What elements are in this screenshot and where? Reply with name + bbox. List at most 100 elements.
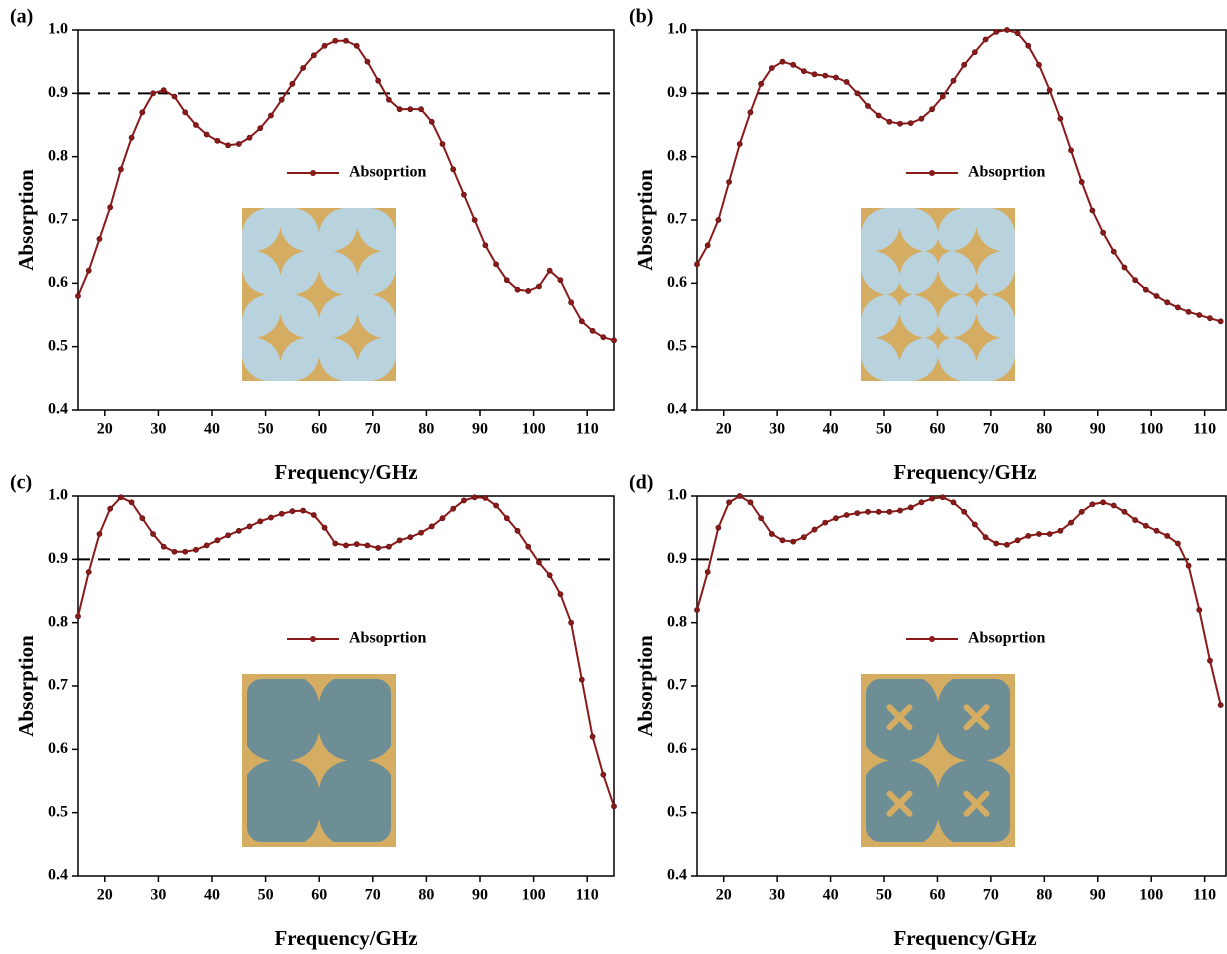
y-tick-label: 0.7 <box>48 677 68 694</box>
x-tick-label: 40 <box>204 887 220 904</box>
data-point <box>961 61 968 68</box>
x-tick-label: 70 <box>983 421 999 438</box>
x-tick-label: 110 <box>1193 421 1216 438</box>
inset-star <box>242 357 266 381</box>
data-point <box>75 293 81 299</box>
data-point <box>939 93 946 100</box>
x-tick-label: 50 <box>876 887 892 904</box>
y-tick-label: 0.6 <box>667 274 687 291</box>
data-point <box>107 505 114 512</box>
inset-star <box>372 357 396 381</box>
data-point <box>982 36 989 43</box>
y-tick-label: 0.9 <box>48 84 68 101</box>
data-point <box>747 109 754 116</box>
data-point <box>568 619 575 626</box>
data-point <box>1196 607 1203 613</box>
x-tick-label: 60 <box>311 887 327 904</box>
inset-star <box>875 313 924 362</box>
x-tick-label: 100 <box>522 887 546 904</box>
inset-star <box>991 357 1015 381</box>
inset-star <box>372 208 396 232</box>
data-point <box>557 591 564 598</box>
y-axis-title: Absorption <box>633 635 657 737</box>
data-point <box>450 505 457 512</box>
data-point <box>107 204 114 211</box>
data-point <box>1121 508 1128 515</box>
data-point <box>525 543 532 550</box>
data-point <box>1185 562 1192 569</box>
data-point <box>450 166 457 173</box>
data-point <box>503 277 510 284</box>
data-point <box>193 122 199 128</box>
inset-star <box>910 732 966 789</box>
data-point <box>1164 533 1171 539</box>
data-point <box>96 531 103 537</box>
data-point <box>418 106 424 113</box>
data-point <box>257 125 264 132</box>
legend-label: Absoprtion <box>349 164 426 181</box>
data-point <box>235 527 242 534</box>
data-point <box>578 318 585 325</box>
data-point <box>182 548 189 555</box>
data-point <box>800 68 807 75</box>
x-tick-label: 90 <box>1090 887 1106 904</box>
inset-star <box>987 819 1015 847</box>
x-axis-title: Frequency/GHz <box>893 926 1036 950</box>
data-point <box>171 93 178 100</box>
data-point <box>493 502 499 509</box>
legend-label: Absoprtion <box>968 630 1045 647</box>
data-point <box>758 80 765 87</box>
data-point <box>343 37 349 44</box>
x-tick-label: 30 <box>769 887 785 904</box>
data-point <box>514 527 521 534</box>
legend-label: Absoprtion <box>968 164 1045 181</box>
inset <box>242 208 396 381</box>
data-point <box>246 134 253 141</box>
y-tick-label: 0.6 <box>48 274 68 291</box>
data-point <box>918 115 925 122</box>
data-point <box>1068 147 1074 154</box>
x-tick-label: 40 <box>823 887 839 904</box>
x-axis-title: Frequency/GHz <box>274 460 417 484</box>
data-point <box>117 166 124 173</box>
data-point <box>1089 501 1096 508</box>
data-point <box>886 118 893 125</box>
data-point <box>1217 318 1224 325</box>
data-point <box>128 134 135 141</box>
inset-star <box>291 732 347 789</box>
x-tick-label: 20 <box>716 421 732 438</box>
y-tick-label: 0.8 <box>48 613 68 630</box>
x-tick-label: 50 <box>258 887 274 904</box>
data-point <box>833 515 839 522</box>
data-point <box>268 514 274 521</box>
data-point <box>536 283 542 290</box>
data-point <box>514 286 521 293</box>
data-point <box>1153 527 1160 534</box>
data-point <box>471 494 478 501</box>
data-point <box>1100 499 1107 506</box>
y-axis-title: Absorption <box>14 635 38 737</box>
data-point <box>961 508 968 515</box>
data-point <box>611 337 617 344</box>
data-point <box>1196 312 1203 318</box>
data-point <box>1110 248 1117 255</box>
inset <box>861 674 1015 847</box>
data-point <box>1132 517 1139 523</box>
data-point <box>332 540 339 547</box>
x-tick-label: 110 <box>576 421 599 438</box>
inset-cross <box>963 790 990 817</box>
x-tick-label: 30 <box>150 421 166 438</box>
data-point <box>1175 540 1181 547</box>
data-point <box>418 529 424 536</box>
data-point <box>600 334 607 341</box>
data-point <box>546 267 553 274</box>
data-point <box>525 288 532 294</box>
data-point <box>203 542 210 549</box>
data-point <box>171 548 178 555</box>
data-point <box>289 80 296 87</box>
data-point <box>203 131 210 138</box>
x-tick-label: 100 <box>522 421 546 438</box>
series-line <box>696 494 1222 706</box>
data-point <box>907 120 914 126</box>
data-point <box>886 508 893 515</box>
